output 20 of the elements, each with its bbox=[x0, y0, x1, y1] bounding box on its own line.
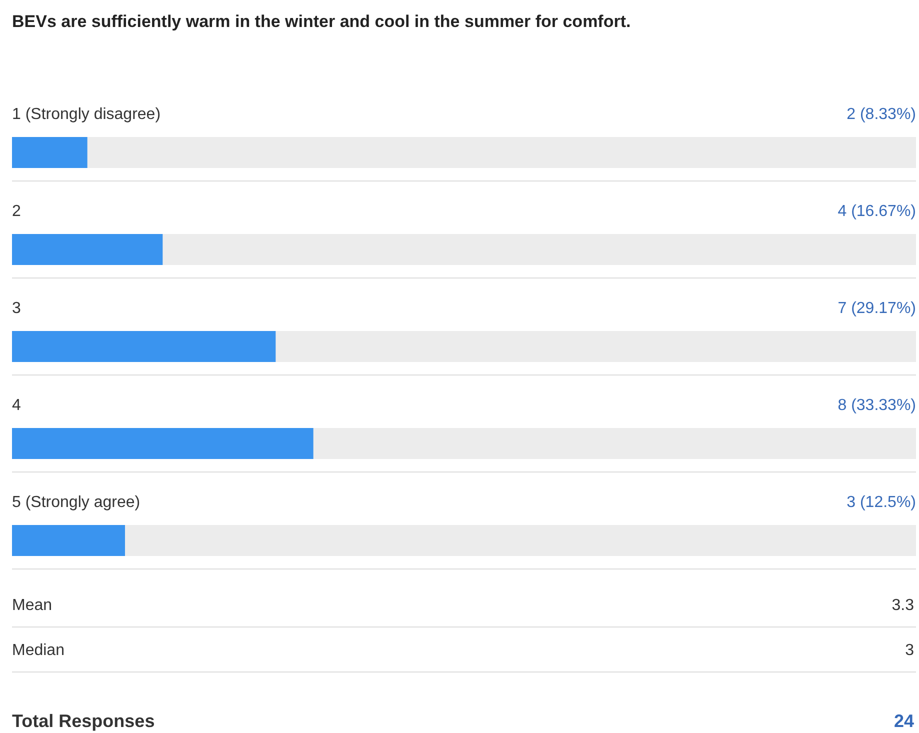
y-tick-label: 2 bbox=[12, 203, 21, 220]
text: 3.3 bbox=[892, 597, 914, 614]
text: 24 bbox=[894, 711, 914, 731]
data-label: 4 (16.67%) bbox=[838, 203, 916, 220]
text: Total Responses bbox=[12, 711, 155, 731]
text: 3 bbox=[905, 642, 914, 659]
chart-title: BEVs are sufficiently warm in the winter and cool in the summer for comfort. bbox=[12, 12, 631, 31]
data-label: 3 (12.5%) bbox=[846, 494, 916, 511]
y-tick-label: 5 (Strongly agree) bbox=[12, 494, 140, 511]
y-tick-label: 3 bbox=[12, 300, 21, 317]
bar bbox=[12, 525, 125, 556]
bar bbox=[12, 137, 88, 168]
y-tick-label: 4 bbox=[12, 397, 21, 414]
data-label: 7 (29.17%) bbox=[838, 300, 916, 317]
text: Mean bbox=[12, 597, 52, 614]
y-tick-label: 1 (Strongly disagree) bbox=[12, 106, 161, 123]
bar bbox=[12, 234, 163, 265]
data-label: 8 (33.33%) bbox=[838, 397, 916, 414]
text: Median bbox=[12, 642, 64, 659]
data-label: 2 (8.33%) bbox=[846, 106, 916, 123]
